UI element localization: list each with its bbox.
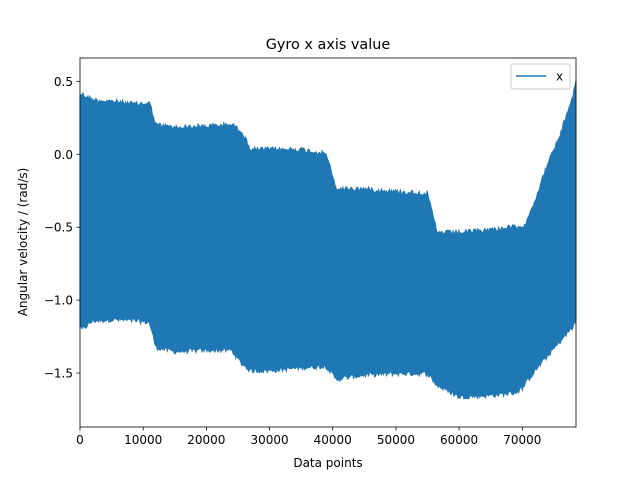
x-tick-label: 0 xyxy=(76,433,84,447)
chart-title: Gyro x axis value xyxy=(266,37,391,53)
x-tick-label: 10000 xyxy=(124,433,162,447)
x-tick-label: 20000 xyxy=(187,433,225,447)
legend-label-x: x xyxy=(556,70,563,84)
y-tick-label: −1.5 xyxy=(44,367,73,381)
x-tick-label: 50000 xyxy=(377,433,415,447)
x-tick-label: 60000 xyxy=(440,433,478,447)
x-tick-label: 70000 xyxy=(503,433,541,447)
y-tick-label: 0.0 xyxy=(54,148,73,162)
x-tick-label: 40000 xyxy=(314,433,352,447)
y-tick-label: 0.5 xyxy=(54,75,73,89)
y-tick-label: −0.5 xyxy=(44,221,73,235)
x-axis-title: Data points xyxy=(293,456,362,470)
x-tick-label: 30000 xyxy=(250,433,288,447)
axes: 0 10000 20000 30000 40000 50000 60000 70000 0.5 0… xyxy=(44,57,577,447)
y-axis-title: Angular velocity / (rad/s) xyxy=(16,168,30,317)
y-tick-label: −1.0 xyxy=(44,294,73,308)
legend: x xyxy=(510,63,571,90)
axes-frame xyxy=(79,57,577,428)
